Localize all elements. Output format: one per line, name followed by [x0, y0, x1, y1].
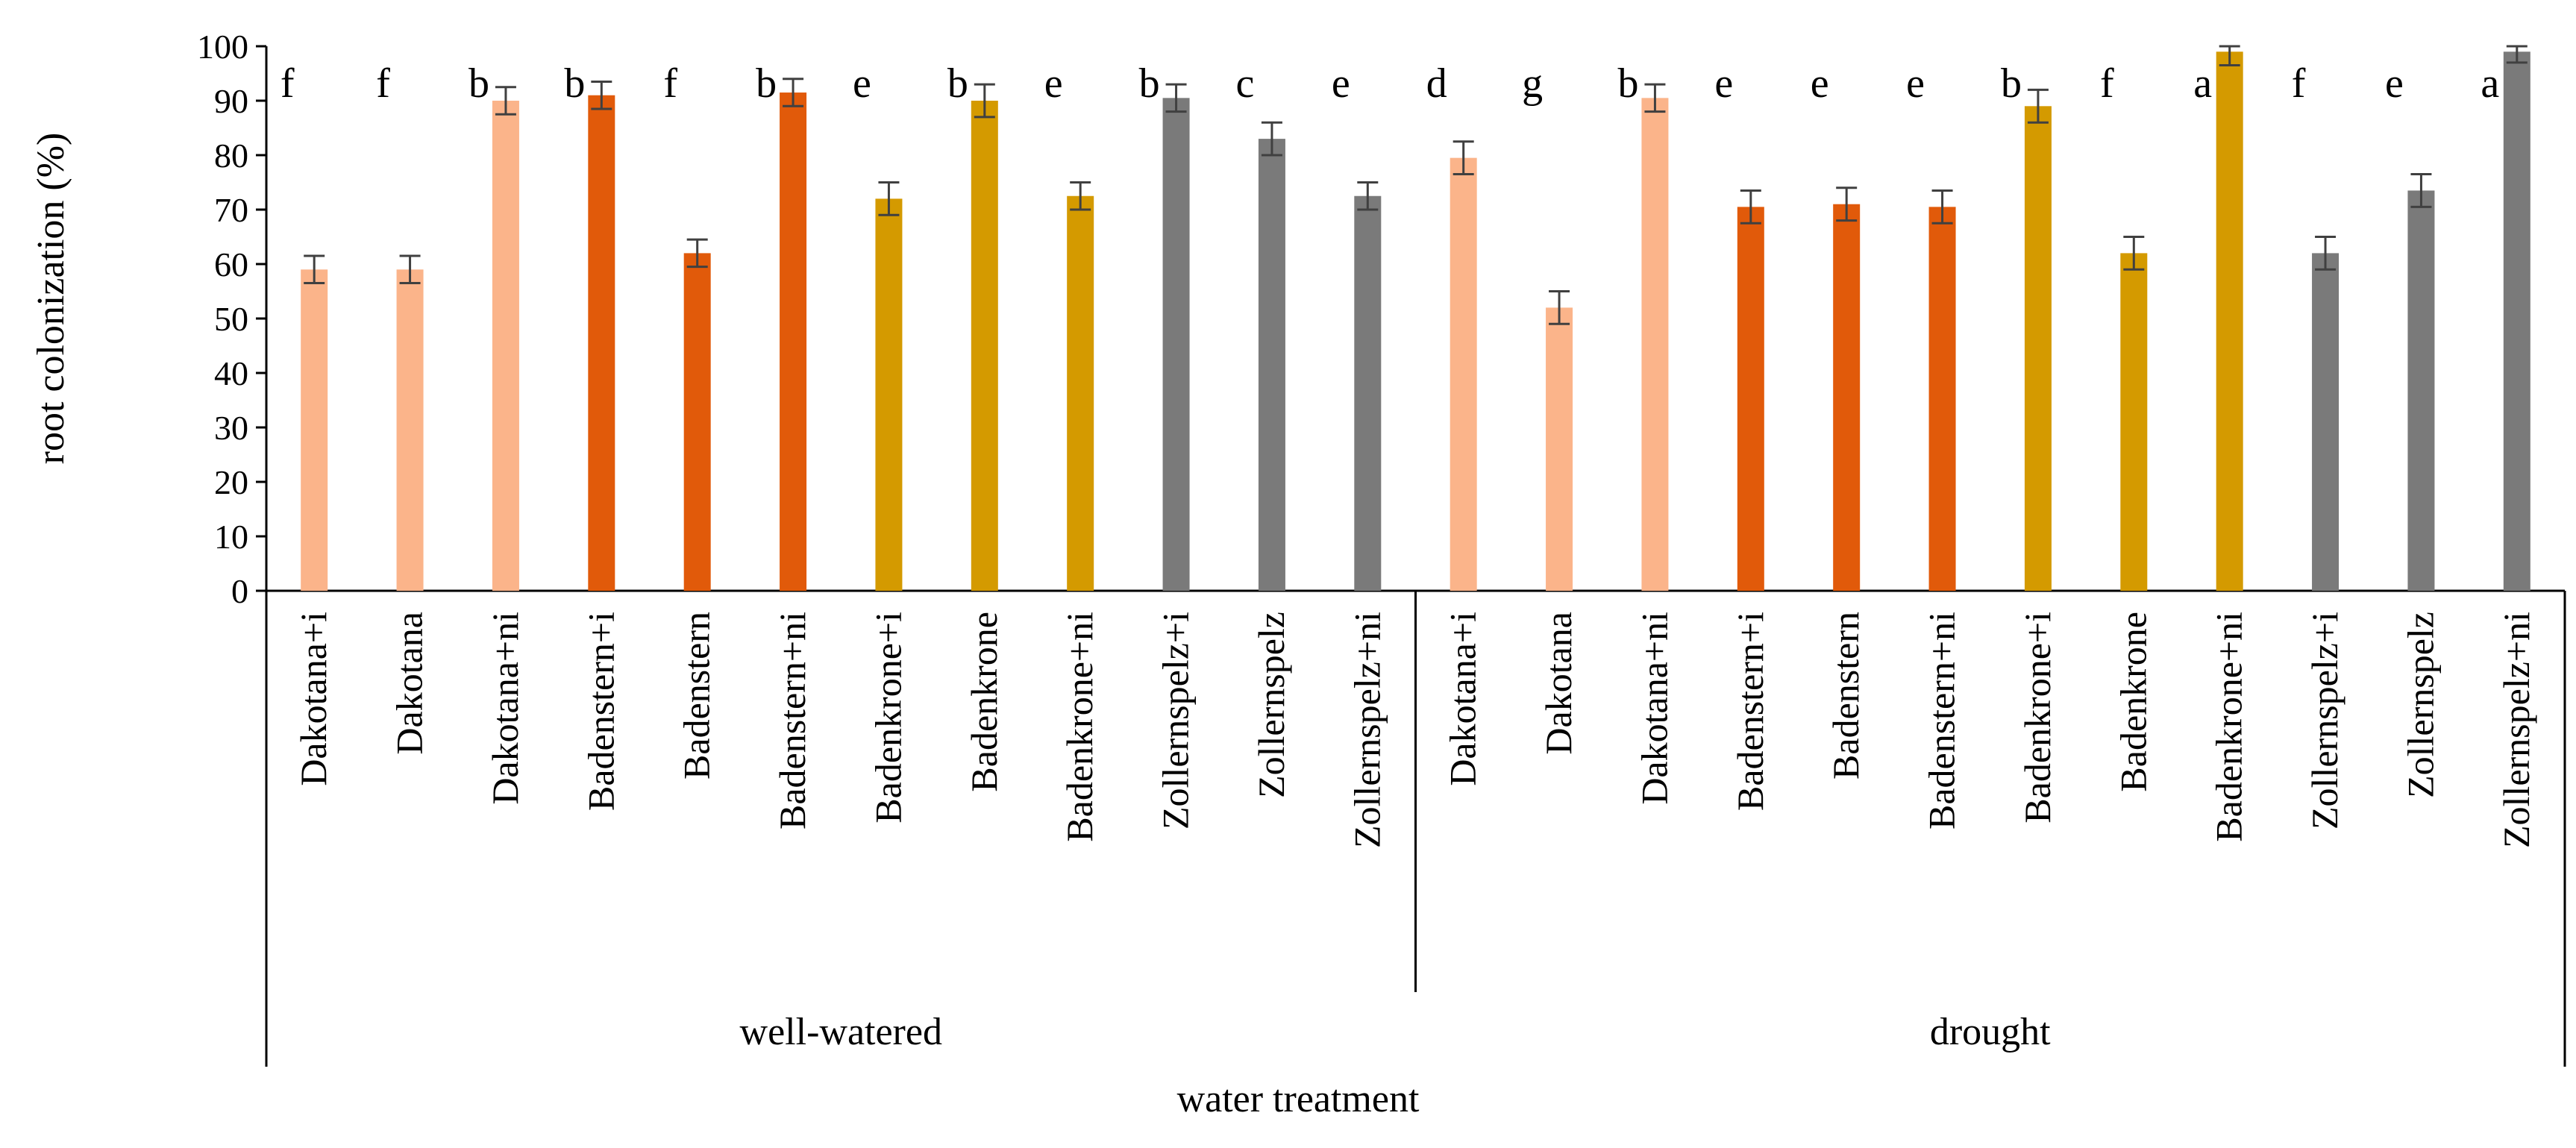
- bar: [2503, 51, 2530, 592]
- significance-letter: b: [468, 60, 489, 107]
- significance-letter: a: [2193, 60, 2212, 107]
- category-label: Badenkrone+i: [867, 612, 909, 824]
- bar: [2312, 253, 2340, 591]
- group-label: drought: [1930, 1011, 2051, 1053]
- category-label: Badenstern+ni: [1921, 612, 1963, 829]
- y-tick-label: 50: [214, 300, 248, 338]
- y-tick-label: 30: [214, 409, 248, 447]
- category-labels: Dakotana+i Dakotana Dakotana+ni Badenstern+…: [292, 612, 2537, 848]
- significance-letter: f: [2292, 60, 2306, 107]
- category-label: Dakotana+i: [292, 612, 334, 786]
- category-label: Badenkrone: [2112, 612, 2154, 792]
- significance-letter: a: [2481, 60, 2499, 107]
- category-label: Zollernspelz+ni: [1346, 612, 1388, 848]
- y-axis-title: root colonization (%): [30, 133, 72, 465]
- significance-letter: e: [1332, 60, 1350, 107]
- significance-letter: b: [2001, 60, 2022, 107]
- group-label: well-watered: [740, 1011, 942, 1053]
- category-label: Badenkrone+ni: [1059, 612, 1100, 842]
- bar: [2024, 106, 2052, 592]
- bar: [2407, 190, 2435, 591]
- category-label: Dakotana: [1538, 612, 1579, 755]
- significance-letter: f: [663, 60, 677, 107]
- category-label: Zollernspelz+i: [1155, 612, 1197, 829]
- significance-letter: c: [1236, 60, 1255, 107]
- bar: [301, 269, 328, 591]
- category-label: Zollernspelz+ni: [2495, 612, 2537, 848]
- significance-letter: f: [376, 60, 390, 107]
- significance-letter: b: [564, 60, 585, 107]
- significance-letter: e: [1906, 60, 1925, 107]
- y-tick-label: 80: [214, 137, 248, 175]
- bar: [780, 92, 807, 592]
- error-bars: [304, 45, 2528, 325]
- significance-letter: d: [1426, 60, 1447, 107]
- category-label: Dakotana: [389, 612, 430, 755]
- significance-letter: e: [1714, 60, 1733, 107]
- significance-letter: e: [853, 60, 871, 107]
- bar: [1067, 195, 1094, 591]
- category-label: Badenkrone: [963, 612, 1005, 792]
- bar: [1258, 139, 1285, 592]
- category-label: Zollernspelz+i: [2304, 612, 2345, 829]
- category-label: Badenstern+i: [580, 612, 621, 811]
- y-tick-label: 20: [214, 463, 248, 501]
- x-axis-title: water treatment: [1177, 1078, 1420, 1120]
- bar: [2120, 253, 2148, 591]
- bar: [588, 95, 615, 591]
- significance-letter: f: [2100, 60, 2114, 107]
- significance-letter: g: [1522, 60, 1543, 107]
- bar: [683, 253, 711, 591]
- bar: [492, 101, 519, 591]
- significance-letter: b: [1139, 60, 1160, 107]
- bar: [1162, 98, 1190, 592]
- category-label: Dakotana+ni: [1633, 612, 1675, 805]
- category-label: Badenkrone+ni: [2208, 612, 2250, 842]
- bar: [1450, 157, 1477, 591]
- y-tick-label: 60: [214, 245, 248, 283]
- category-label: Badenstern: [1825, 612, 1867, 780]
- y-tick-label: 10: [214, 518, 248, 556]
- category-label: Zollernspelz: [1250, 612, 1292, 798]
- y-tick-label: 90: [214, 82, 248, 120]
- significance-letter: b: [947, 60, 968, 107]
- significance-letter: e: [2385, 60, 2404, 107]
- category-label: Badenkrone+i: [2016, 612, 2058, 824]
- category-label: Badenstern+ni: [771, 612, 813, 829]
- y-tick-label: 100: [197, 28, 248, 66]
- bar: [2216, 51, 2243, 592]
- bar: [1928, 207, 1956, 592]
- bar: [971, 101, 998, 591]
- axes: [265, 46, 2566, 1067]
- significance-letter: b: [756, 60, 777, 107]
- bar: [1641, 98, 1669, 592]
- category-label: Zollernspelz: [2399, 612, 2441, 798]
- category-label: Badenstern+i: [1729, 612, 1771, 811]
- significance-letter: b: [1617, 60, 1638, 107]
- category-label: Badenstern: [676, 612, 718, 780]
- bar: [1737, 207, 1764, 592]
- significance-letter: e: [1044, 60, 1063, 107]
- y-tick-label: 0: [231, 572, 248, 610]
- bar: [1546, 307, 1573, 591]
- bar: [875, 198, 903, 591]
- category-label: Dakotana+ni: [484, 612, 526, 805]
- category-label: Dakotana+i: [1442, 612, 1484, 786]
- group-labels: well-watered drought: [740, 1011, 2052, 1053]
- y-axis-ticks: 0 10 20 30 40 50 60 70 80 90 100: [197, 28, 266, 610]
- bar: [1354, 195, 1382, 591]
- bars: [301, 51, 2530, 592]
- y-tick-label: 40: [214, 354, 248, 392]
- bar: [396, 269, 424, 591]
- significance-letter: e: [1811, 60, 1829, 107]
- significance-letter: f: [281, 60, 295, 107]
- y-tick-label: 70: [214, 191, 248, 229]
- bar: [1833, 204, 1861, 591]
